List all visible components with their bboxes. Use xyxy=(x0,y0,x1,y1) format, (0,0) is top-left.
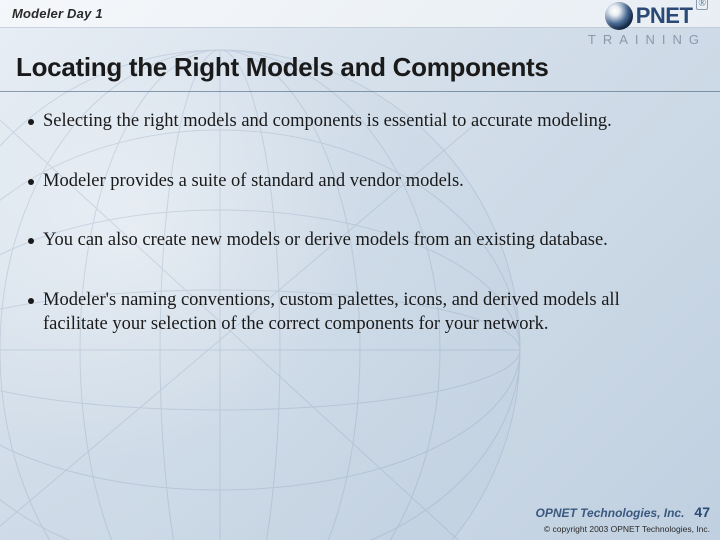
bullet-dot-icon xyxy=(28,179,34,185)
bullet-dot-icon xyxy=(28,238,34,244)
content-area: Selecting the right models and component… xyxy=(0,92,720,336)
logo-sphere-icon xyxy=(605,2,633,30)
bullet-text: Modeler's naming conventions, custom pal… xyxy=(43,289,680,336)
bullet-item: Selecting the right models and component… xyxy=(28,110,680,134)
bullet-dot-icon xyxy=(28,298,34,304)
page-number: 47 xyxy=(694,504,710,520)
footer-company: OPNET Technologies, Inc. xyxy=(536,506,685,520)
bullet-dot-icon xyxy=(28,119,34,125)
brand-logo: PNET ® TRAINING xyxy=(558,2,708,62)
footer-copyright: © copyright 2003 OPNET Technologies, Inc… xyxy=(536,524,711,534)
header-label: Modeler Day 1 xyxy=(12,6,103,21)
registered-mark: ® xyxy=(696,0,708,10)
bullet-text: Modeler provides a suite of standard and… xyxy=(43,170,680,194)
logo-subtitle: TRAINING xyxy=(558,32,708,47)
bullet-item: Modeler's naming conventions, custom pal… xyxy=(28,289,680,336)
footer: OPNET Technologies, Inc. 47 © copyright … xyxy=(536,504,711,534)
bullet-text: Selecting the right models and component… xyxy=(43,110,680,134)
bullet-text: You can also create new models or derive… xyxy=(43,229,680,253)
bullet-item: Modeler provides a suite of standard and… xyxy=(28,170,680,194)
logo-brand-text: PNET xyxy=(636,5,693,27)
bullet-item: You can also create new models or derive… xyxy=(28,229,680,253)
